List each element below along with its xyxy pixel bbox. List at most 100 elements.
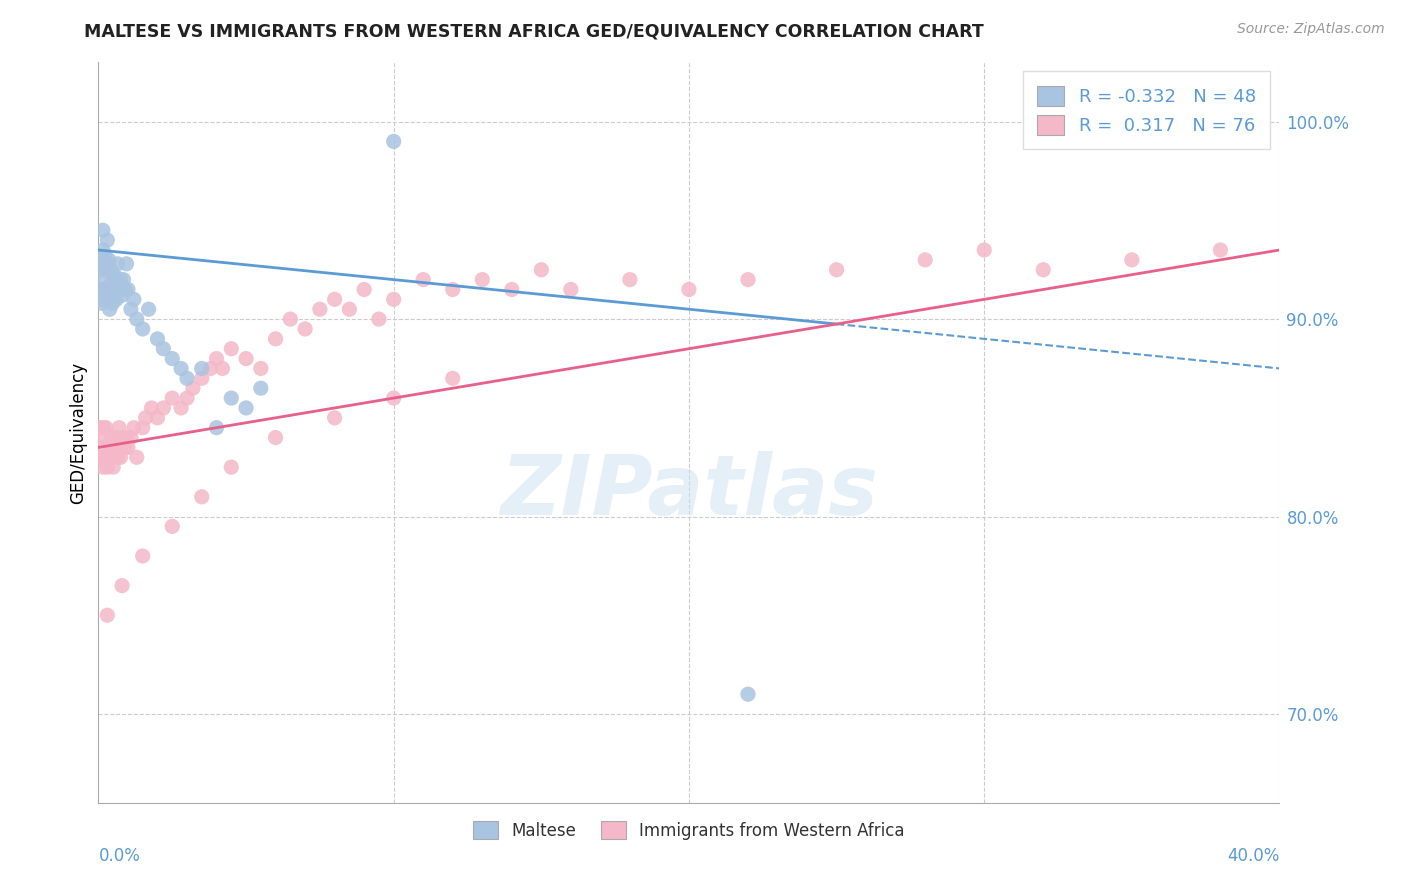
Point (205, 351, 228, 366)
Point (471, 272, 494, 286)
Point (235, 401, 257, 415)
Point (90, 283, 112, 297)
Point (205, 420, 228, 434)
Point (132, 322, 155, 336)
Point (96, 460, 118, 475)
Text: 40.0%: 40.0% (1227, 847, 1279, 865)
Point (111, 441, 134, 455)
Point (162, 351, 183, 366)
Point (91, 223, 114, 237)
Point (162, 391, 183, 405)
Point (100, 431, 122, 445)
Point (114, 441, 136, 455)
Point (382, 293, 405, 307)
Point (105, 431, 128, 445)
Point (280, 312, 302, 326)
Point (122, 420, 145, 434)
Point (125, 312, 148, 326)
Point (146, 410, 169, 425)
Point (90, 431, 112, 445)
Point (103, 460, 125, 475)
Point (93, 272, 115, 286)
Point (93, 420, 115, 434)
Point (176, 371, 198, 385)
Point (111, 288, 134, 302)
Point (141, 401, 163, 415)
Point (89, 252, 111, 267)
Point (211, 361, 233, 376)
Point (146, 332, 169, 346)
Point (90, 441, 112, 455)
Point (441, 283, 464, 297)
Point (122, 293, 145, 307)
Text: MALTESE VS IMMIGRANTS FROM WESTERN AFRICA GED/EQUIVALENCY CORRELATION CHART: MALTESE VS IMMIGRANTS FROM WESTERN AFRIC… (84, 22, 984, 40)
Point (115, 431, 138, 445)
Point (914, 252, 936, 267)
Point (191, 361, 214, 376)
Point (104, 441, 127, 455)
Point (221, 342, 243, 356)
Point (96, 262, 118, 277)
Point (170, 401, 193, 415)
Point (96, 608, 118, 623)
Point (560, 283, 582, 297)
Point (107, 450, 129, 465)
Point (120, 302, 142, 317)
Point (138, 302, 160, 317)
Point (191, 371, 214, 385)
Point (221, 460, 243, 475)
Point (108, 283, 131, 297)
Point (108, 420, 131, 434)
Point (105, 293, 128, 307)
Point (101, 296, 124, 310)
Point (294, 322, 316, 336)
Point (98, 302, 121, 317)
Point (89, 262, 111, 277)
Point (93, 257, 115, 271)
Point (200, 361, 222, 376)
Point (132, 549, 155, 563)
Point (170, 361, 193, 376)
Point (97, 450, 120, 465)
Text: ZIPatlas: ZIPatlas (501, 451, 877, 533)
Point (825, 262, 848, 277)
Point (412, 272, 434, 286)
Point (309, 302, 332, 317)
Point (97, 252, 120, 267)
Point (117, 283, 139, 297)
Point (100, 277, 122, 291)
Point (91, 293, 114, 307)
Legend: Maltese, Immigrants from Western Africa: Maltese, Immigrants from Western Africa (467, 814, 911, 847)
Point (104, 268, 127, 283)
Point (94, 420, 117, 434)
Point (90, 296, 112, 310)
Point (264, 332, 287, 346)
Point (162, 519, 183, 533)
Point (353, 283, 375, 297)
Point (115, 257, 138, 271)
Point (339, 302, 361, 317)
Point (191, 490, 214, 504)
Point (110, 450, 132, 465)
Point (94, 249, 117, 263)
Point (91, 450, 114, 465)
Point (112, 431, 135, 445)
Point (94, 283, 117, 297)
Point (441, 371, 464, 385)
Point (135, 410, 157, 425)
Point (98, 293, 121, 307)
Point (114, 283, 136, 297)
Point (1209, 243, 1232, 257)
Point (152, 401, 174, 415)
Point (98, 441, 121, 455)
Point (221, 391, 243, 405)
Point (100, 262, 122, 277)
Point (107, 257, 129, 271)
Point (91, 243, 114, 257)
Point (382, 391, 405, 405)
Point (91, 460, 114, 475)
Point (501, 283, 523, 297)
Point (250, 381, 273, 395)
Y-axis label: GED/Equivalency: GED/Equivalency (69, 361, 87, 504)
Point (152, 342, 174, 356)
